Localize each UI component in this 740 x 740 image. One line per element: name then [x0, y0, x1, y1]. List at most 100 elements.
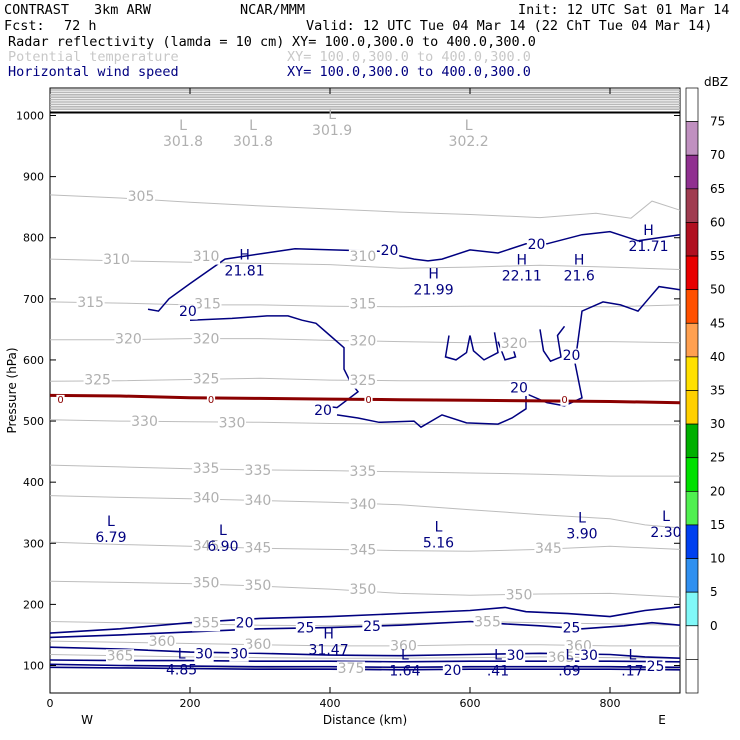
freezing-level-label-bg: [364, 394, 373, 406]
theta-label-bg: [534, 541, 563, 557]
x-tick-label: 400: [320, 697, 341, 710]
theta-label-bg: [546, 650, 576, 666]
extremum-type: H: [643, 223, 654, 239]
extremum-value: 4.85: [166, 663, 197, 679]
colorbar-level-label: 10: [710, 552, 725, 566]
wind-label: 25: [563, 621, 581, 637]
colorbar-swatch: [685, 121, 699, 156]
forecast-hour: 72 h: [64, 18, 97, 34]
freezing-level-label: 0: [208, 395, 214, 406]
field-xy-reflectivity: XY= 100.0,300.0 to 400.0,300.0: [292, 34, 536, 50]
theta-label: 320: [350, 333, 377, 349]
field-xy-wind: XY= 100.0,300.0 to 400.0,300.0: [287, 64, 531, 80]
extremum-type: L: [401, 647, 409, 663]
colorbar-swatch: [685, 322, 699, 358]
wind-label: 30: [195, 646, 213, 662]
theta-label: 305: [128, 189, 155, 205]
extremum-type: L: [494, 647, 502, 663]
theta-label: 315: [350, 297, 377, 313]
field-xy-theta: XY= 100.0,300.0 to 400.0,300.0: [287, 49, 531, 65]
wind-contour-small-loop: [444, 332, 499, 361]
wind-label: 20: [444, 663, 462, 679]
extremum-type: L: [219, 523, 227, 539]
theta-label: 365: [107, 649, 134, 665]
extremum-value: 3.90: [566, 526, 597, 542]
field-name-wind: Horizontal wind speed: [8, 64, 179, 80]
theta-label-bg: [217, 415, 247, 431]
colorbar-level-label: 15: [710, 518, 725, 532]
theta-label-bg: [114, 332, 143, 348]
theta-label-bg: [336, 661, 366, 677]
contour-labels: 305 310 310 310 315 315 315 320 320 320 320 325 325 3…: [76, 189, 666, 679]
freezing-level: 0 0 0 0: [49, 393, 681, 406]
extremum-type: L: [565, 647, 573, 663]
colorbar-level-label: 5: [710, 585, 718, 599]
colorbar-level-label: 60: [710, 215, 725, 229]
field-name-reflectivity: Radar reflectivity (lamda = 10 cm): [8, 34, 285, 50]
colorbar-level-label: 55: [710, 249, 725, 263]
theta-label: 310: [350, 249, 377, 265]
colorbar-swatch: [685, 390, 699, 425]
theta-label-bg: [192, 490, 221, 506]
theta-label: 355: [474, 615, 501, 631]
colorbar-swatch: [685, 255, 699, 291]
colorbar-swatch: [685, 659, 699, 694]
extremum-type: H: [428, 267, 439, 283]
extremum-type: H: [239, 248, 250, 264]
model-name: CONTRAST: [4, 2, 70, 18]
wind-label-bg: [579, 648, 599, 664]
extremum-value: .69: [558, 663, 580, 679]
extremum-value: 21.6: [564, 269, 595, 285]
wind-label: 30: [580, 648, 598, 664]
theta-label-bg: [348, 373, 377, 389]
wind-label-bg: [295, 621, 316, 637]
theta-label-bg: [130, 414, 159, 430]
x-tick-label: 200: [180, 697, 201, 710]
extremum-type: L: [578, 510, 586, 526]
wind-label: 30: [230, 646, 248, 662]
wind-contour-20: [49, 606, 681, 634]
west-label: W: [81, 713, 93, 727]
wind-contour-30: [49, 646, 681, 659]
y-tick-label: 300: [23, 537, 44, 550]
wind-label-bg: [362, 619, 382, 635]
wind-label: 25: [297, 621, 315, 637]
extremum-value: 6.90: [207, 539, 238, 555]
theta-extremum-value: 301.8: [163, 134, 203, 150]
wind-label: 25: [363, 619, 381, 635]
freezing-level-label-bg: [56, 394, 65, 406]
colorbar-swatch: [685, 222, 699, 257]
east-label: E: [658, 713, 666, 727]
theta-contour-310: [49, 258, 681, 270]
theta-label: 320: [501, 336, 528, 352]
theta-extremum-type: L: [328, 107, 336, 123]
theta-label-bg: [243, 463, 272, 479]
wind-label-bg: [379, 243, 400, 259]
theta-label: 375: [338, 661, 365, 677]
wind-label-bg: [526, 237, 547, 253]
freezing-level-label-bg: [560, 394, 569, 406]
theta-label: 325: [84, 373, 111, 389]
theta-label-bg: [348, 582, 377, 598]
y-axis-label: Pressure (hPa): [5, 347, 19, 433]
model-resolution: 3km ARW: [94, 2, 151, 18]
extremum-type: L: [628, 647, 636, 663]
y-tick-label: 1000: [16, 110, 44, 123]
theta-label-bg: [102, 252, 131, 268]
theta-extremum-value: 302.2: [449, 134, 489, 150]
wind-label: 20: [381, 243, 399, 259]
colorbar-swatch: [685, 423, 699, 459]
theta-contour-305: [49, 194, 681, 219]
colorbar-swatch: [685, 558, 699, 593]
theta-label: 350: [350, 582, 377, 598]
wind-label-bg: [178, 304, 198, 320]
colorbar-swatch: [685, 457, 699, 492]
theta-label: 315: [194, 297, 221, 313]
wind-label: 25: [647, 659, 665, 675]
colorbar-level-label: 20: [710, 484, 725, 498]
y-tick-label: 600: [23, 354, 44, 367]
y-tick-label: 400: [23, 476, 44, 489]
theta-label-bg: [348, 542, 377, 558]
theta-label: 350: [245, 578, 272, 594]
